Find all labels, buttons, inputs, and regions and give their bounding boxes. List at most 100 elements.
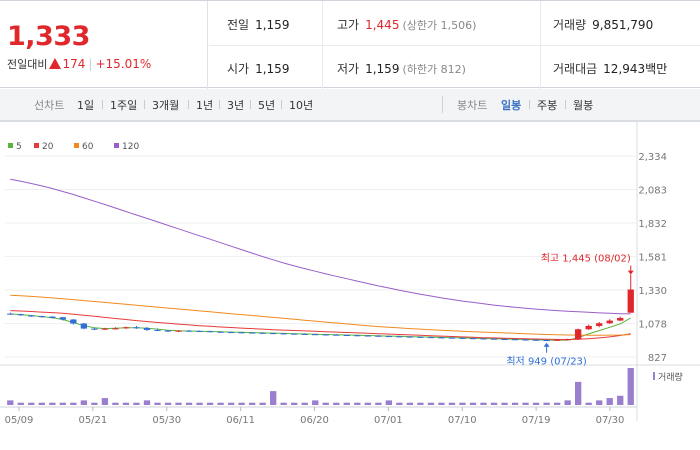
up-triangle-icon [49,58,62,69]
volume-legend-label: 거래량 [658,371,683,383]
candle-weekly[interactable]: 주봉 [537,99,558,112]
candle-body [585,325,592,330]
candles [7,274,634,342]
high-label: 고가 [337,18,360,32]
amount-unit: 백만 [645,62,668,76]
period-5y[interactable]: 5년 [258,99,276,112]
volume-legend-swatch [653,372,655,380]
candle-body [333,334,340,336]
volume-bar [501,402,508,405]
volume-bar [364,402,371,405]
candle-body [206,331,214,333]
volume-bar [564,400,571,405]
volume-bar [406,402,414,405]
volume-bar [143,400,151,405]
ma-line-ma20 [10,310,631,341]
volume-bar [122,402,130,405]
candle-body [154,329,161,331]
volume-bar [185,402,193,405]
candle-body [553,339,561,341]
volume-bar [7,400,14,405]
volume-bar [322,402,329,405]
low-label: 저가 [337,62,360,76]
toolbar-separator [529,100,530,109]
amount-label: 거래대금 [553,62,598,76]
open-label: 시가 [227,62,250,76]
volume-bar [280,402,287,405]
candle-body [596,323,603,326]
high-arrow-head [627,270,634,275]
candle-body [627,289,634,313]
candle-body [70,319,77,324]
volume-bar [133,402,140,405]
candle-daily[interactable]: 일봉 [501,99,522,112]
legend-swatch [74,143,79,148]
period-1d[interactable]: 1일 [77,99,95,112]
volume-bar [206,402,214,405]
period-10y[interactable]: 10년 [289,99,314,112]
candle-body [312,334,319,336]
candle-body [606,320,613,324]
lower-limit: (하한가 812) [402,63,466,76]
candle-body [196,330,203,332]
candle-body [17,314,24,316]
candle-body [532,339,540,341]
volume-bar [28,402,35,405]
upper-limit: (상한가 1,506) [402,19,477,32]
candle-body [364,335,371,337]
legend-label-5: 5 [16,142,22,152]
candle-body [291,333,298,335]
chart-grid [0,121,700,421]
x-tick-label: 05/21 [78,415,107,426]
volume-bars: 거래량 [7,368,683,405]
candle-body [427,337,435,339]
candle-body [280,333,287,335]
y-tick-label: 2,334 [638,152,667,163]
price-change: 전일대비 174 | +15.01% [7,56,151,72]
candle-body [575,329,582,340]
x-tick-label: 07/19 [522,415,551,426]
header-col-divider [322,1,323,89]
low-arrow-head [543,342,550,347]
ma-line-ma60 [10,294,631,336]
toolbar-separator [102,100,103,109]
period-1w[interactable]: 1주일 [110,99,138,112]
current-price: 1,333 [7,21,90,52]
candle-body [522,339,529,341]
high-value: 1,445 [365,18,400,32]
legend-label-60: 60 [82,142,94,152]
candle-body [270,333,277,335]
toolbar-separator [250,100,251,109]
volume-bar [532,402,540,405]
volume-bar [154,402,161,405]
axes: 2,334 2,083 1,832 1,581 1,330 1,078 827 05/09 05… [5,152,667,426]
volume-bar [459,402,466,405]
price-box: 1,333 전일대비 174 | +15.01% [0,1,208,89]
x-tick-label: 05/30 [152,415,181,426]
toolbar-separator [188,100,189,109]
low-value: 1,159 [365,62,400,76]
candle-body [7,313,14,315]
y-tick-label: 827 [648,353,667,364]
volume-bar [112,402,119,405]
period-3y[interactable]: 3년 [227,99,245,112]
candle-body [301,333,308,335]
candle-monthly[interactable]: 월봉 [573,99,594,112]
candle-body [28,315,35,317]
candle-body [469,338,477,340]
candle-body [133,327,140,329]
y-tick-label: 1,581 [638,253,667,264]
volume-bar [333,402,340,405]
ma-line-ma5 [10,313,631,341]
candle-body [354,335,361,337]
volume-value: 9,851,790 [592,18,654,32]
period-3m[interactable]: 3개월 [152,99,180,112]
volume-bar [627,368,634,405]
volume-bar [606,398,613,405]
period-1y[interactable]: 1년 [196,99,214,112]
high-price: 고가 1,445 (상한가 1,506) [337,16,476,33]
volume-bar [385,400,393,405]
candle-body [227,332,235,334]
volume-bar [164,402,172,405]
candle-body [59,317,66,320]
